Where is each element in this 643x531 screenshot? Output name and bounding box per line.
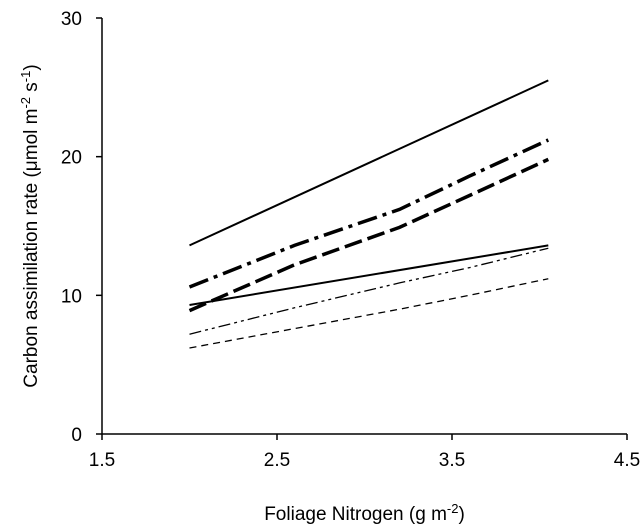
y-tick-label: 20	[61, 148, 82, 169]
x-tick-label: 2.5	[264, 450, 290, 471]
series-line-1	[189, 79, 549, 247]
y-axis-title-sup1: -2	[18, 97, 33, 109]
x-tick-label: 3.5	[439, 450, 465, 471]
x-axis-title-tail: )	[458, 504, 464, 525]
series-line-6	[189, 278, 549, 349]
y-axis-title-pre: Carbon assimilation rate (μmol m	[21, 109, 42, 388]
y-axis-title-tail: )	[21, 64, 42, 70]
tick-labels: 0 10 20 30 1.5 2.5 3.5 4.5	[61, 9, 640, 471]
y-tick-label: 10	[61, 286, 82, 307]
y-axis-title-mid: s	[21, 82, 42, 97]
series-line-4	[189, 244, 549, 306]
axes	[101, 18, 627, 435]
y-axis-title: Carbon assimilation rate (μmol m-2 s-1)	[18, 64, 43, 387]
x-axis-title-text: Foliage Nitrogen (g m	[264, 504, 447, 525]
series-line-2	[188, 138, 550, 289]
y-axis-title-sup2: -1	[18, 71, 33, 83]
x-axis-title: Foliage Nitrogen (g m-2)	[264, 501, 465, 526]
series-lines	[188, 79, 550, 349]
x-tick-label: 4.5	[614, 450, 640, 471]
series-line-5	[189, 247, 549, 335]
y-tick-label: 0	[71, 425, 82, 446]
ticks	[96, 17, 628, 440]
x-axis-title-sup: -2	[447, 501, 459, 516]
series-line-3	[188, 157, 550, 313]
x-tick-label: 1.5	[89, 450, 115, 471]
y-tick-label: 30	[61, 9, 82, 30]
